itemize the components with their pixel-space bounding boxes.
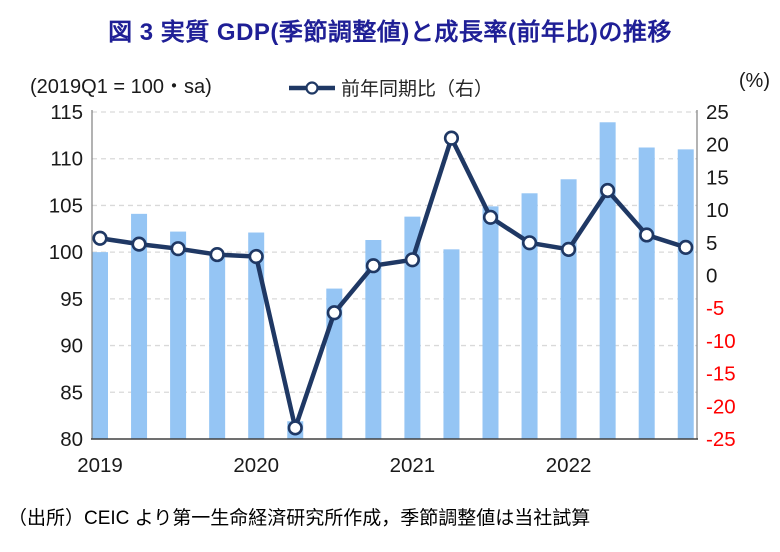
left-axis-tick: 110	[50, 148, 83, 171]
yoy-marker	[287, 420, 303, 436]
x-axis-year-label: 2022	[546, 454, 592, 477]
figure-title: 図 3 実質 GDP(季節調整値)と成長率(前年比)の推移	[108, 19, 672, 46]
yoy-line	[97, 135, 688, 431]
left-axis-tick: 95	[60, 288, 83, 311]
right-axis-tick: 25	[706, 101, 729, 124]
gdp-bar	[404, 216, 421, 439]
left-axis-tick: 105	[49, 194, 83, 217]
x-axis-year-label: 2019	[77, 454, 123, 477]
gdp-growth-combo-chart: 115110105100959085802520151050-5-10-15-2…	[49, 101, 736, 477]
yoy-marker	[404, 252, 421, 268]
yoy-marker	[521, 235, 538, 251]
yoy-marker	[326, 305, 342, 321]
gdp-bar	[443, 249, 460, 439]
gdp-bar	[365, 239, 382, 439]
left-axis-tick: 115	[50, 101, 83, 124]
right-axis-note: (%)	[738, 70, 770, 92]
yoy-marker	[209, 246, 225, 263]
source-note: （出所）CEIC より第一生命経済研究所作成，季節調整値は当社試算	[8, 508, 591, 529]
left-axis-note: (2019Q1 = 100・sa)	[30, 76, 212, 98]
x-axis-year-label: 2020	[233, 454, 279, 477]
right-axis-tick: 5	[706, 232, 717, 255]
left-axis-tick: 90	[60, 335, 83, 358]
yoy-marker	[170, 241, 186, 257]
yoy-marker	[131, 236, 147, 252]
yoy-marker	[365, 258, 381, 274]
right-axis-tick: -15	[706, 363, 736, 386]
gdp-bar	[131, 213, 148, 439]
right-axis-tick: -10	[706, 330, 736, 353]
right-axis-tick: -20	[706, 395, 736, 418]
right-axis-tick: -25	[706, 428, 736, 451]
yoy-marker	[443, 130, 460, 146]
gdp-bar	[482, 206, 499, 439]
right-axis-tick: 0	[706, 265, 717, 288]
gdp-bar	[599, 122, 616, 439]
left-axis-tick: 100	[49, 241, 83, 264]
legend-label: 前年同期比（右）	[341, 79, 494, 100]
right-axis-tick: 15	[706, 166, 729, 189]
yoy-marker	[600, 182, 616, 199]
yoy-marker	[482, 209, 499, 225]
right-axis-tick: 10	[706, 199, 729, 222]
left-axis-tick: 85	[60, 381, 83, 404]
right-axis-tick: 20	[706, 134, 729, 157]
right-axis-tick: -5	[706, 297, 724, 320]
gdp-bar	[170, 231, 187, 439]
yoy-marker	[560, 241, 577, 257]
yoy-marker	[678, 239, 694, 255]
gdp-bar	[209, 254, 226, 439]
gdp-bar	[521, 193, 538, 439]
gdp-bar	[677, 149, 694, 439]
gdp-bar	[638, 147, 655, 439]
gdp-bar	[560, 179, 577, 440]
gdp-bar	[92, 252, 108, 439]
left-axis-tick: 80	[60, 428, 83, 451]
legend: 前年同期比（右）	[288, 74, 493, 101]
yoy-marker	[248, 248, 264, 265]
x-axis-year-label: 2021	[390, 454, 436, 477]
yoy-marker	[639, 227, 655, 243]
yoy-marker	[92, 230, 108, 246]
line-series-marker-icon	[288, 80, 336, 96]
